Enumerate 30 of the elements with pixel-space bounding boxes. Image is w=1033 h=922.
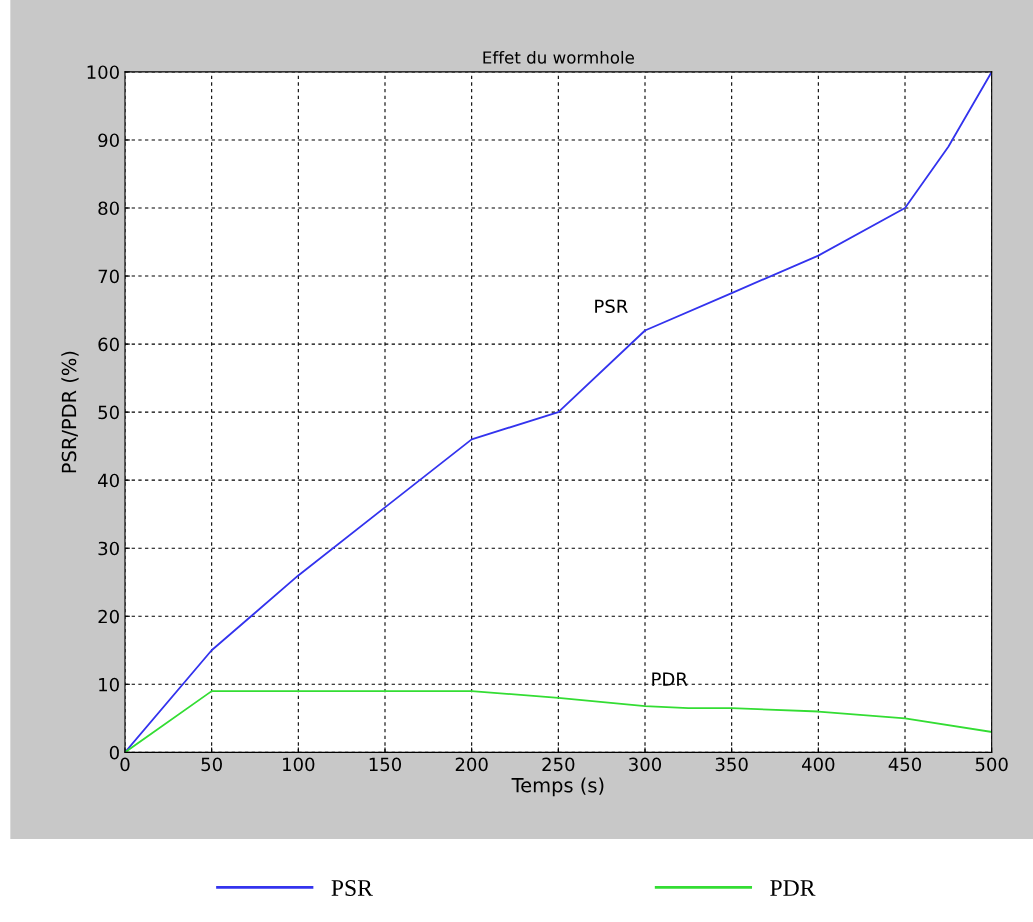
text: PSR [595, 299, 628, 314]
y-tick-label: 100 [87, 65, 119, 80]
y-tick-label: 90 [98, 133, 119, 148]
y-tick-label: 40 [98, 473, 119, 488]
x-tick-label: 200 [455, 757, 488, 772]
x-tick-label: 100 [283, 757, 315, 772]
x-tick-label: 400 [801, 757, 835, 772]
x-axis-title: Temps (s) [511, 777, 604, 797]
line-series [124, 71, 992, 753]
x-tick-label: 350 [715, 757, 748, 772]
chart-title: Effet du wormhole [483, 50, 634, 64]
y-tick-label: 70 [98, 269, 119, 284]
x-tick-label: 50 [201, 757, 222, 772]
x-tick-label: 500 [975, 757, 1008, 772]
x-tick-label: 0 [120, 757, 130, 772]
y-tick-label: 30 [98, 541, 119, 556]
x-tick-label: 150 [369, 757, 402, 772]
y-tick-label: 50 [98, 405, 119, 420]
y-tick-label: 10 [99, 677, 119, 692]
y-tick-label: 80 [98, 201, 119, 216]
x-tick-label: 300 [629, 757, 662, 772]
legend-label: PDR [770, 880, 816, 896]
legend-label: PSR [331, 880, 373, 896]
y-tick-label: 60 [98, 337, 119, 352]
y-axis-title: PSR/PDR (%) [61, 351, 79, 473]
y-tick-label: 0 [109, 745, 119, 760]
text: PDR [652, 672, 688, 686]
x-tick-label: 450 [888, 757, 922, 772]
y-tick-label: 20 [98, 609, 119, 624]
x-tick-label: 250 [542, 757, 575, 772]
